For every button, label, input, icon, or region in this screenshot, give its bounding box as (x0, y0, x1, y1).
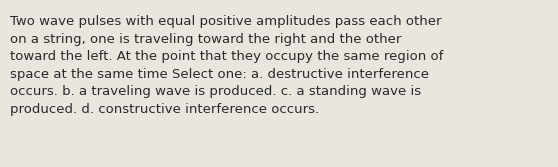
Text: Two wave pulses with equal positive amplitudes pass each other
on a string, one : Two wave pulses with equal positive ampl… (10, 15, 444, 116)
